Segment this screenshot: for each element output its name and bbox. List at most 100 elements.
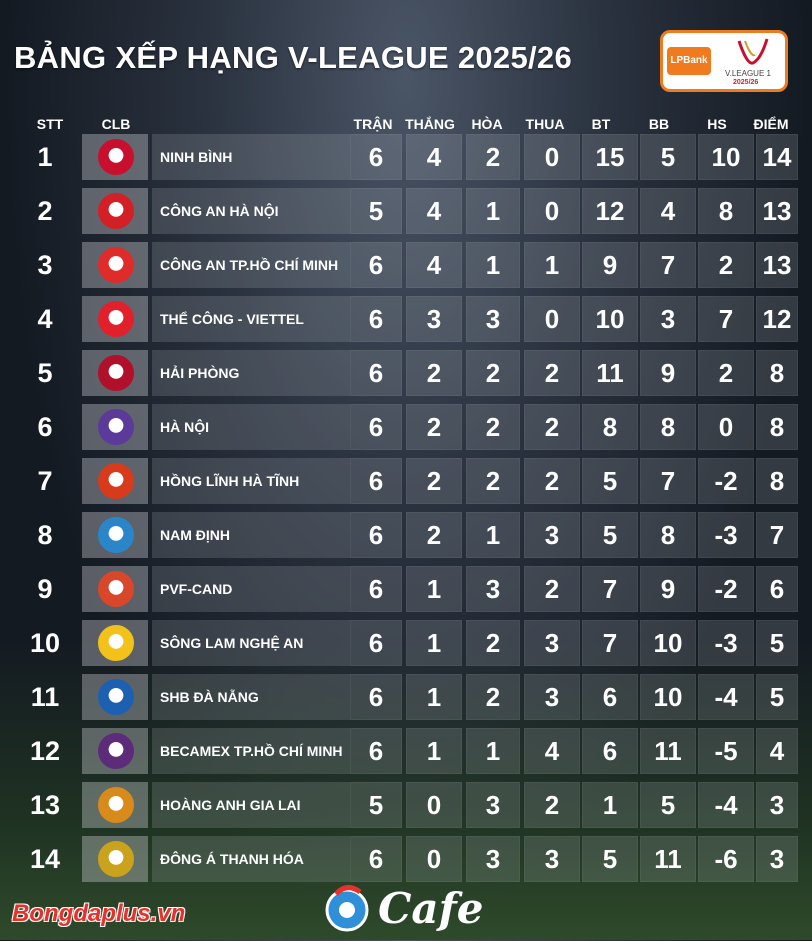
- stat-cell-tran: 6: [350, 566, 402, 612]
- stat-thang: 2: [426, 358, 442, 388]
- stat-hs: -6: [714, 844, 738, 874]
- table-row: 8 NAM ĐỊNH 6 2 1 3 5 8 -3 7: [14, 512, 798, 558]
- stat-thang: 3: [426, 304, 442, 334]
- league-season: 2025/26: [733, 79, 759, 86]
- stat-thang: 4: [426, 196, 442, 226]
- club-name-cell: SÔNG LAM NGHỆ AN: [152, 620, 350, 666]
- stat-cell-hs: -2: [698, 458, 754, 504]
- stat-cell-thang: 1: [406, 674, 462, 720]
- stat-cell-hoa: 1: [466, 242, 520, 288]
- stat-thua: 2: [544, 358, 560, 388]
- stat-cell-thang: 2: [406, 512, 462, 558]
- rank-number: 14: [29, 844, 61, 874]
- stat-cell-tran: 6: [350, 242, 402, 288]
- stat-cell-hoa: 1: [466, 188, 520, 234]
- stat-cell-thua: 2: [524, 404, 580, 450]
- stat-cell-diem: 3: [756, 782, 798, 828]
- club-name: HẢI PHÒNG: [160, 365, 240, 381]
- stat-thang: 1: [426, 628, 442, 658]
- rank-number: 7: [37, 466, 53, 496]
- stat-diem: 3: [769, 844, 785, 874]
- stat-hoa: 2: [485, 358, 501, 388]
- club-name-cell: SHB ĐÀ NẴNG: [152, 674, 350, 720]
- stat-tran: 6: [368, 682, 384, 712]
- stat-cell-hoa: 2: [466, 404, 520, 450]
- cafe-ball-icon: [325, 885, 369, 932]
- stat-diem: 8: [769, 358, 785, 388]
- stat-bb: 11: [654, 736, 682, 766]
- club-crest-icon: [98, 679, 134, 715]
- stat-cell-tran: 6: [350, 350, 402, 396]
- stat-cell-thua: 0: [524, 296, 580, 342]
- stat-bb: 5: [660, 790, 676, 820]
- stat-thua: 3: [544, 682, 560, 712]
- stat-cell-tran: 6: [350, 296, 402, 342]
- rank-number: 12: [29, 736, 61, 766]
- stat-cell-thua: 3: [524, 620, 580, 666]
- stat-tran: 6: [368, 628, 384, 658]
- rank-number: 2: [37, 196, 53, 226]
- stat-cell-hs: 8: [698, 188, 754, 234]
- stat-cell-hoa: 2: [466, 458, 520, 504]
- header-tran: TRẬN: [353, 116, 393, 132]
- stat-hoa: 3: [485, 304, 501, 334]
- club-name-cell: HẢI PHÒNG: [152, 350, 350, 396]
- club-name-cell: BECAMEX TP.HỒ CHÍ MINH: [152, 728, 350, 774]
- stat-tran: 6: [368, 412, 384, 442]
- header-hoa: HÒA: [471, 116, 503, 132]
- stat-bb: 7: [660, 250, 676, 280]
- stat-thua: 2: [544, 790, 560, 820]
- league-logo: LPBank V.LEAGUE 1 2025/26: [660, 30, 788, 92]
- stat-thang: 2: [426, 520, 442, 550]
- stat-bt: 7: [602, 628, 618, 658]
- stat-cell-thua: 3: [524, 836, 580, 882]
- stat-hoa: 2: [485, 682, 501, 712]
- stat-cell-bt: 15: [582, 134, 638, 180]
- pitch-background: [0, 640, 812, 940]
- club-crest-cell: [82, 674, 148, 720]
- stat-cell-tran: 6: [350, 674, 402, 720]
- rank-number: 11: [30, 682, 60, 712]
- stat-cell-tran: 6: [350, 836, 402, 882]
- rank-number: 9: [37, 574, 53, 604]
- stat-bt: 1: [602, 790, 618, 820]
- stat-tran: 6: [368, 844, 384, 874]
- stat-hoa: 1: [485, 520, 501, 550]
- stat-cell-thang: 0: [406, 836, 462, 882]
- stat-thang: 2: [426, 466, 442, 496]
- table-row: 13 HOÀNG ANH GIA LAI 5 0 3 2 1 5 -4 3: [14, 782, 798, 828]
- club-name-cell: THỂ CÔNG - VIETTEL: [152, 296, 350, 342]
- stat-cell-diem: 14: [756, 134, 798, 180]
- club-crest-cell: [82, 188, 148, 234]
- header-hs: HS: [707, 116, 727, 132]
- club-name: CÔNG AN HÀ NỘI: [160, 203, 279, 219]
- stat-cell-thang: 4: [406, 242, 462, 288]
- stat-diem: 3: [769, 790, 785, 820]
- stat-cell-bb: 11: [640, 836, 696, 882]
- table-row: 1 NINH BÌNH 6 4 2 0 15 5 10 14: [14, 134, 798, 180]
- stat-cell-diem: 7: [756, 512, 798, 558]
- stat-cell-diem: 4: [756, 728, 798, 774]
- stat-thang: 1: [426, 574, 442, 604]
- club-name-cell: HÀ NỘI: [152, 404, 350, 450]
- stat-cell-thua: 3: [524, 674, 580, 720]
- club-name-cell: NINH BÌNH: [152, 134, 350, 180]
- stat-thua: 0: [544, 142, 560, 172]
- stat-bb: 8: [660, 412, 676, 442]
- stat-cell-bt: 5: [582, 458, 638, 504]
- stat-cell-tran: 5: [350, 188, 402, 234]
- stat-tran: 6: [368, 250, 384, 280]
- club-name: ĐÔNG Á THANH HÓA: [160, 851, 304, 867]
- stat-cell-hs: -4: [698, 674, 754, 720]
- stat-cell-thang: 2: [406, 350, 462, 396]
- header-bt: BT: [591, 116, 611, 132]
- stat-cell-hs: 2: [698, 242, 754, 288]
- stat-cell-bb: 5: [640, 782, 696, 828]
- stat-cell-hoa: 2: [466, 620, 520, 666]
- stat-thang: 2: [426, 412, 442, 442]
- club-name-cell: ĐÔNG Á THANH HÓA: [152, 836, 350, 882]
- club-crest-cell: [82, 242, 148, 288]
- table-row: 3 CÔNG AN TP.HỒ CHÍ MINH 6 4 1 1 9 7 2 13: [14, 242, 798, 288]
- stat-cell-hs: -6: [698, 836, 754, 882]
- club-name: SHB ĐÀ NẴNG: [160, 689, 259, 705]
